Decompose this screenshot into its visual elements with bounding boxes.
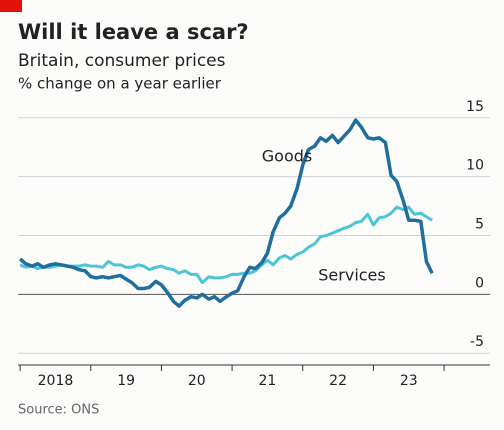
series-label: Services — [318, 266, 385, 285]
red-flag — [0, 0, 22, 12]
y-tick-label: 10 — [466, 158, 484, 174]
y-tick-label: 15 — [466, 99, 484, 115]
x-tick-label: 23 — [400, 373, 418, 389]
y-axis-label: % change on a year earlier — [18, 75, 222, 93]
y-tick-label: 0 — [475, 275, 484, 291]
y-tick-label: -5 — [470, 334, 484, 350]
x-tick-label: 22 — [329, 373, 347, 389]
series-line — [18, 118, 434, 308]
chart-subtitle: Britain, consumer prices — [18, 51, 226, 71]
source: Source: ONS — [18, 403, 99, 418]
chart-title: Will it leave a scar? — [18, 20, 249, 44]
x-tick-label: 21 — [259, 373, 277, 389]
x-tick-label: 19 — [117, 373, 135, 389]
series-label: Goods — [262, 147, 312, 166]
y-tick-label: 5 — [475, 217, 484, 233]
series-line — [19, 205, 433, 285]
x-tick-label: 2018 — [38, 373, 74, 389]
x-tick-label: 20 — [188, 373, 206, 389]
